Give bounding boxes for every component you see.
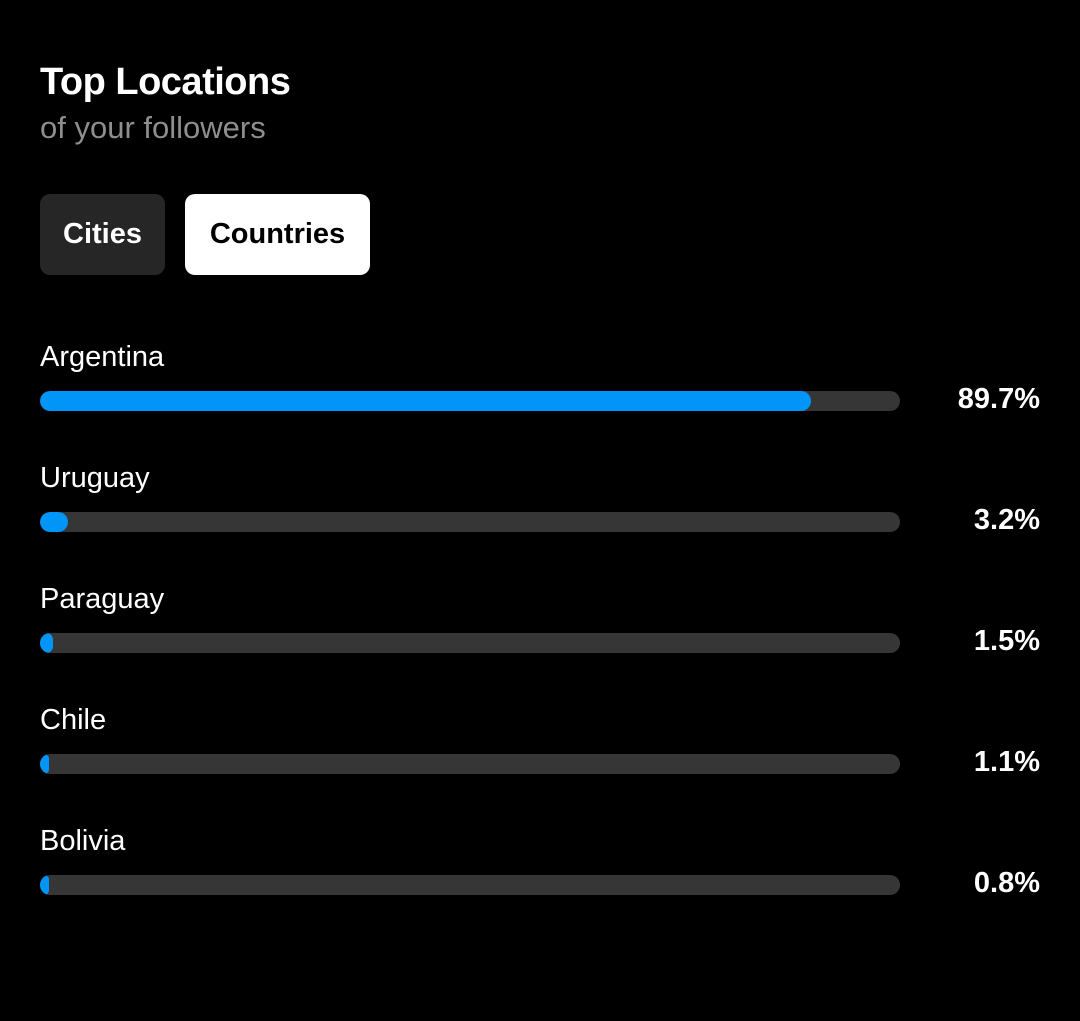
location-row-paraguay: Paraguay 1.5% xyxy=(40,577,1040,698)
location-percent: 3.2% xyxy=(974,502,1040,538)
tab-countries[interactable]: Countries xyxy=(185,194,370,275)
location-name: Chile xyxy=(40,702,106,738)
progress-track xyxy=(40,875,900,895)
progress-track xyxy=(40,633,900,653)
progress-track xyxy=(40,391,900,411)
progress-fill xyxy=(40,633,53,653)
location-name: Bolivia xyxy=(40,823,125,859)
header: Top Locations of your followers xyxy=(40,58,290,150)
progress-fill xyxy=(40,512,68,532)
location-name: Argentina xyxy=(40,339,164,375)
location-row-bolivia: Bolivia 0.8% xyxy=(40,819,1040,940)
location-row-chile: Chile 1.1% xyxy=(40,698,1040,819)
location-name: Paraguay xyxy=(40,581,164,617)
location-type-tabs: Cities Countries xyxy=(40,194,370,275)
progress-fill xyxy=(40,875,49,895)
location-row-argentina: Argentina 89.7% xyxy=(40,335,1040,456)
progress-fill xyxy=(40,754,49,774)
page-subtitle: of your followers xyxy=(40,106,290,150)
progress-track xyxy=(40,754,900,774)
location-row-uruguay: Uruguay 3.2% xyxy=(40,456,1040,577)
location-percent: 0.8% xyxy=(974,865,1040,901)
progress-track xyxy=(40,512,900,532)
location-percent: 1.5% xyxy=(974,623,1040,659)
location-percent: 89.7% xyxy=(958,381,1040,417)
progress-fill xyxy=(40,391,811,411)
location-percent: 1.1% xyxy=(974,744,1040,780)
locations-list: Argentina 89.7% Uruguay 3.2% Paraguay 1.… xyxy=(40,335,1040,940)
tab-cities[interactable]: Cities xyxy=(40,194,165,275)
page-title: Top Locations xyxy=(40,58,290,106)
location-name: Uruguay xyxy=(40,460,150,496)
